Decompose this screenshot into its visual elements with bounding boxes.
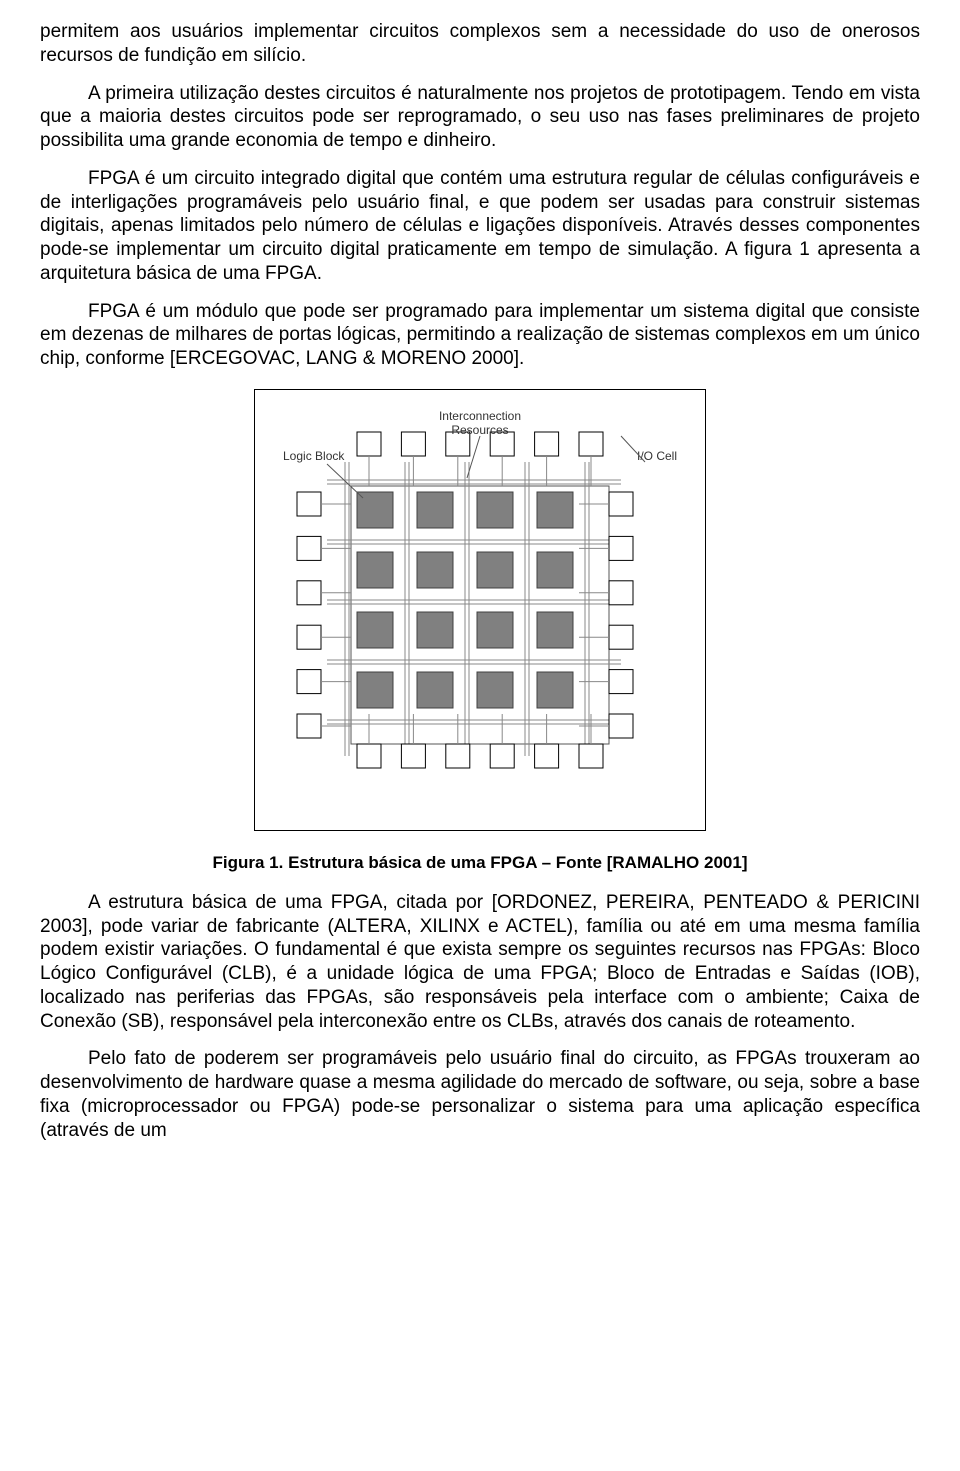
- paragraph-5: A estrutura básica de uma FPGA, citada p…: [40, 891, 920, 1034]
- figure-1-caption: Figura 1. Estrutura básica de uma FPGA –…: [40, 852, 920, 873]
- paragraph-6: Pelo fato de poderem ser programáveis pe…: [40, 1047, 920, 1142]
- paragraph-3: FPGA é um circuito integrado digital que…: [40, 167, 920, 286]
- fpga-diagram: Logic Block InterconnectionResources I/O C…: [265, 400, 695, 820]
- figure-1-frame: Logic Block InterconnectionResources I/O C…: [254, 389, 706, 831]
- paragraph-1: permitem aos usuários implementar circui…: [40, 20, 920, 68]
- svg-text:Interconnection: Interconnection: [439, 409, 521, 423]
- svg-text:I/O Cell: I/O Cell: [637, 449, 677, 463]
- svg-text:Resources: Resources: [451, 423, 508, 437]
- paragraph-2: A primeira utilização destes circuitos é…: [40, 82, 920, 153]
- figure-1: Logic Block InterconnectionResources I/O C…: [40, 389, 920, 838]
- svg-text:Logic Block: Logic Block: [283, 449, 345, 463]
- paragraph-4: FPGA é um módulo que pode ser programado…: [40, 300, 920, 371]
